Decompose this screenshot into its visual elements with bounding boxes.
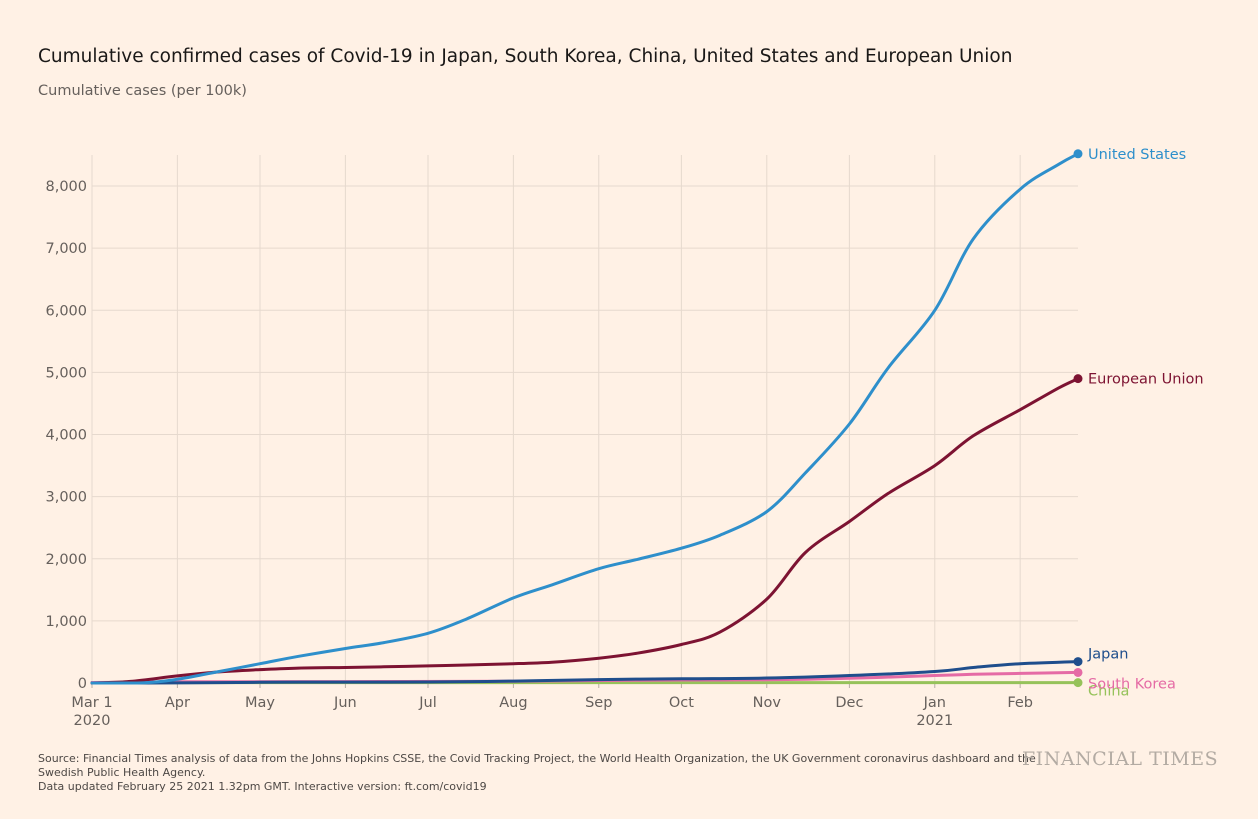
series-line-united-states [90,152,1080,685]
x-tick-label: Sep [585,695,612,711]
y-tick-label: 7,000 [45,241,87,257]
series-endpoint-south-korea [1073,667,1083,677]
series-endpoint-united-states [1073,149,1083,159]
y-tick-label: 3,000 [45,490,87,506]
y-tick-label: 6,000 [45,303,87,319]
y-axis: 0 1,000 2,000 3,000 4,000 5,000 6,000 7,000 8,00… [45,179,87,692]
series-endpoint-european-union [1073,374,1083,384]
source-note: Source: Financial Times analysis of data… [38,752,1036,794]
source-line-2: Swedish Public Health Agency. [38,766,206,779]
x-tick-year-label: 2021 [916,713,953,729]
x-tick-label: Mar 1 [71,695,112,711]
chart-subtitle: Cumulative cases (per 100k) [38,83,247,99]
series-label-united-states: United States [1088,147,1186,163]
series-endpoint-japan [1073,657,1083,667]
chart-title: Cumulative confirmed cases of Covid-19 i… [38,46,1013,67]
gridlines [91,155,1078,684]
series-lines [90,149,1083,688]
y-tick-label: 1,000 [45,614,87,630]
line-chart: Mar 1 2020 Apr May Jun Jul Aug Sep Oct Nov Dec Jan 2… [45,147,1204,729]
series-endpoint-china [1073,678,1083,688]
y-tick-label: 5,000 [45,365,87,381]
source-line-3: Data updated February 25 2021 1.32pm GMT… [38,780,487,793]
x-tick-label: May [245,695,275,711]
x-tick-year-label: 2020 [74,713,111,729]
y-tick-label: 2,000 [45,552,87,568]
series-line-japan [90,660,1080,685]
x-tick-label: Jul [418,695,437,711]
y-tick-label: 8,000 [45,179,87,195]
ft-logo: FINANCIAL TIMES [1022,748,1219,770]
series-line-european-union [90,377,1080,685]
x-tick-label: Dec [835,695,863,711]
x-tick-label: Oct [669,695,694,711]
x-tick-label: Apr [165,695,190,711]
series-label-japan: Japan [1087,647,1128,663]
series-label-european-union: European Union [1088,372,1204,388]
x-tick-label: Nov [753,695,782,711]
y-tick-label: 4,000 [45,428,87,444]
x-axis: Mar 1 2020 Apr May Jun Jul Aug Sep Oct Nov Dec Jan 2… [71,683,1033,729]
series-label-south-korea: South Korea [1088,676,1176,692]
x-tick-label: Feb [1007,695,1033,711]
x-tick-label: Jan [923,695,946,711]
source-line-1: Source: Financial Times analysis of data… [38,752,1036,765]
x-tick-label: Jun [333,695,357,711]
x-tick-label: Aug [499,695,527,711]
series-label-china: China [1088,684,1129,700]
y-tick-label: 0 [78,676,87,692]
